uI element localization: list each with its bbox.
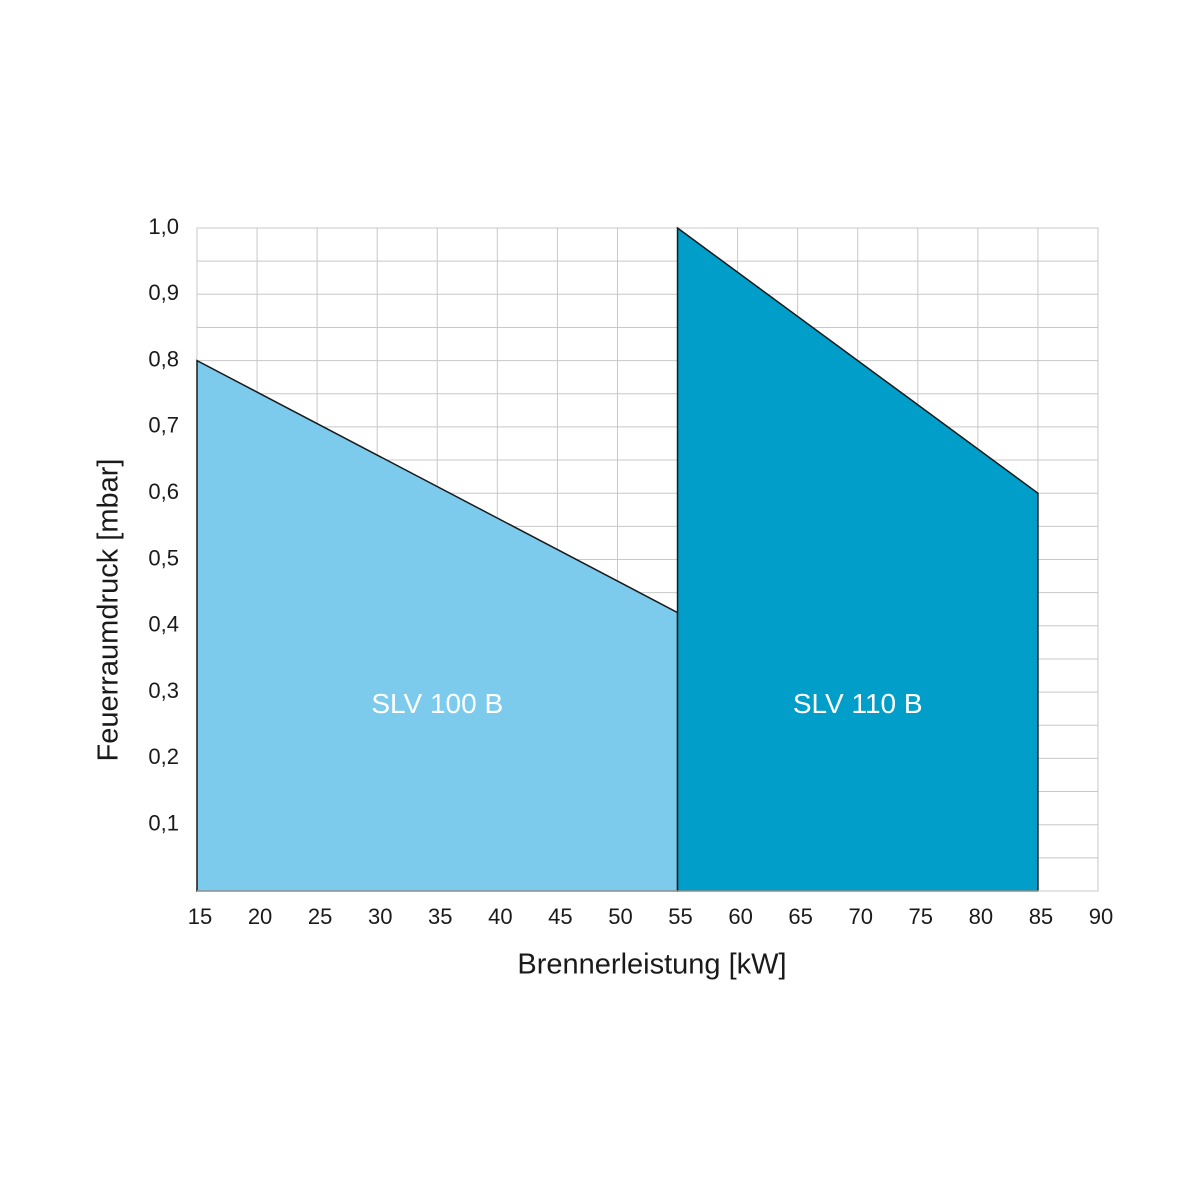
x-tick-label: 25 [308, 904, 332, 929]
y-tick-label: 0,7 [148, 413, 179, 438]
x-tick-label: 65 [788, 904, 812, 929]
y-tick-label: 0,4 [148, 612, 179, 637]
y-tick-label: 0,6 [148, 479, 179, 504]
x-tick-label: 60 [728, 904, 752, 929]
y-tick-label: 1,0 [148, 214, 179, 239]
x-tick-label: 70 [848, 904, 872, 929]
y-tick-label: 0,5 [148, 545, 179, 570]
x-tick-label: 45 [548, 904, 572, 929]
x-tick-label: 55 [668, 904, 692, 929]
x-tick-label: 15 [188, 904, 212, 929]
x-tick-label: 85 [1029, 904, 1053, 929]
x-tick-label: 35 [428, 904, 452, 929]
x-tick-label: 80 [969, 904, 993, 929]
y-axis-title: Feuerraumdruck [mbar] [93, 459, 125, 762]
y-tick-label: 0,9 [148, 280, 179, 305]
x-tick-label: 20 [248, 904, 272, 929]
series-label: SLV 110 B [793, 688, 923, 719]
series-label: SLV 100 B [371, 688, 503, 719]
x-tick-label: 30 [368, 904, 392, 929]
x-tick-label: 40 [488, 904, 512, 929]
y-tick-label: 0,2 [148, 744, 179, 769]
y-tick-label: 0,1 [148, 811, 179, 836]
x-tick-label: 50 [608, 904, 632, 929]
x-tick-label: 90 [1089, 904, 1113, 929]
y-tick-label: 0,3 [148, 678, 179, 703]
x-axis-title: Brennerleistung [kW] [517, 949, 786, 981]
y-tick-label: 0,8 [148, 346, 179, 371]
x-tick-label: 75 [909, 904, 933, 929]
